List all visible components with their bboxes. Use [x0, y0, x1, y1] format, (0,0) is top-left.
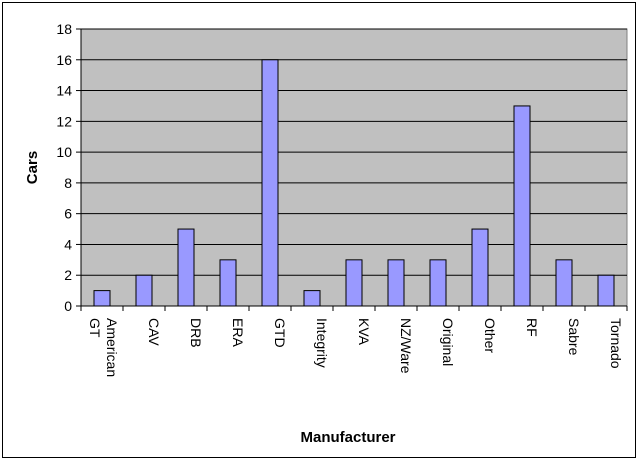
y-tick-label: 4 — [64, 236, 72, 252]
y-tick-label: 8 — [64, 175, 72, 191]
y-tick-label: 2 — [64, 267, 72, 283]
bar — [135, 274, 153, 307]
x-tick-label: GTD — [272, 318, 288, 348]
bar — [471, 228, 489, 307]
x-tick-label: AmericanGT — [87, 318, 120, 377]
bar — [261, 59, 279, 307]
x-tick-label: CAV — [146, 318, 162, 346]
x-tick-labels: AmericanGT CAV DRB ERA GTD Integrity KVA NZ/War… — [87, 318, 624, 377]
x-tick-label: Original — [440, 318, 456, 366]
x-tick-label: RF — [524, 318, 540, 337]
x-tick-label: DRB — [188, 318, 204, 348]
bar — [345, 259, 363, 307]
y-tick-label: 0 — [64, 298, 72, 314]
bar — [93, 290, 111, 307]
bar — [555, 259, 573, 307]
x-tick-label: Integrity — [314, 318, 330, 368]
chart-frame: 0 2 4 6 8 10 12 14 16 18 AmericanGT CAV DRB ERA GTD In… — [2, 2, 636, 458]
y-tick-labels: 0 2 4 6 8 10 12 14 16 18 — [56, 21, 72, 314]
x-tick-label: Tornado — [608, 318, 624, 369]
axes — [76, 28, 628, 311]
y-tick-label: 18 — [56, 21, 72, 37]
x-tick-label: ERA — [230, 318, 246, 347]
x-tick-label: NZ/Ware — [398, 318, 414, 374]
y-tick-label: 6 — [64, 206, 72, 222]
y-tick-label: 16 — [56, 52, 72, 68]
bar — [219, 259, 237, 307]
x-tick-label: Other — [482, 318, 498, 353]
bar — [513, 105, 531, 307]
x-axis-title: Manufacturer — [300, 429, 395, 446]
y-tick-label: 10 — [56, 144, 72, 160]
bar — [177, 228, 195, 307]
bar — [429, 259, 447, 307]
bar — [303, 290, 321, 307]
y-tick-label: 14 — [56, 83, 72, 99]
bars — [93, 59, 615, 307]
x-tick-label: KVA — [356, 318, 372, 346]
bar — [597, 274, 615, 307]
bar-chart: 0 2 4 6 8 10 12 14 16 18 AmericanGT CAV DRB ERA GTD In… — [24, 21, 628, 446]
bar — [387, 259, 405, 307]
y-tick-label: 12 — [56, 113, 72, 129]
y-axis-title: Cars — [24, 151, 41, 184]
gridlines — [81, 28, 627, 276]
x-tick-label: Sabre — [566, 318, 582, 356]
